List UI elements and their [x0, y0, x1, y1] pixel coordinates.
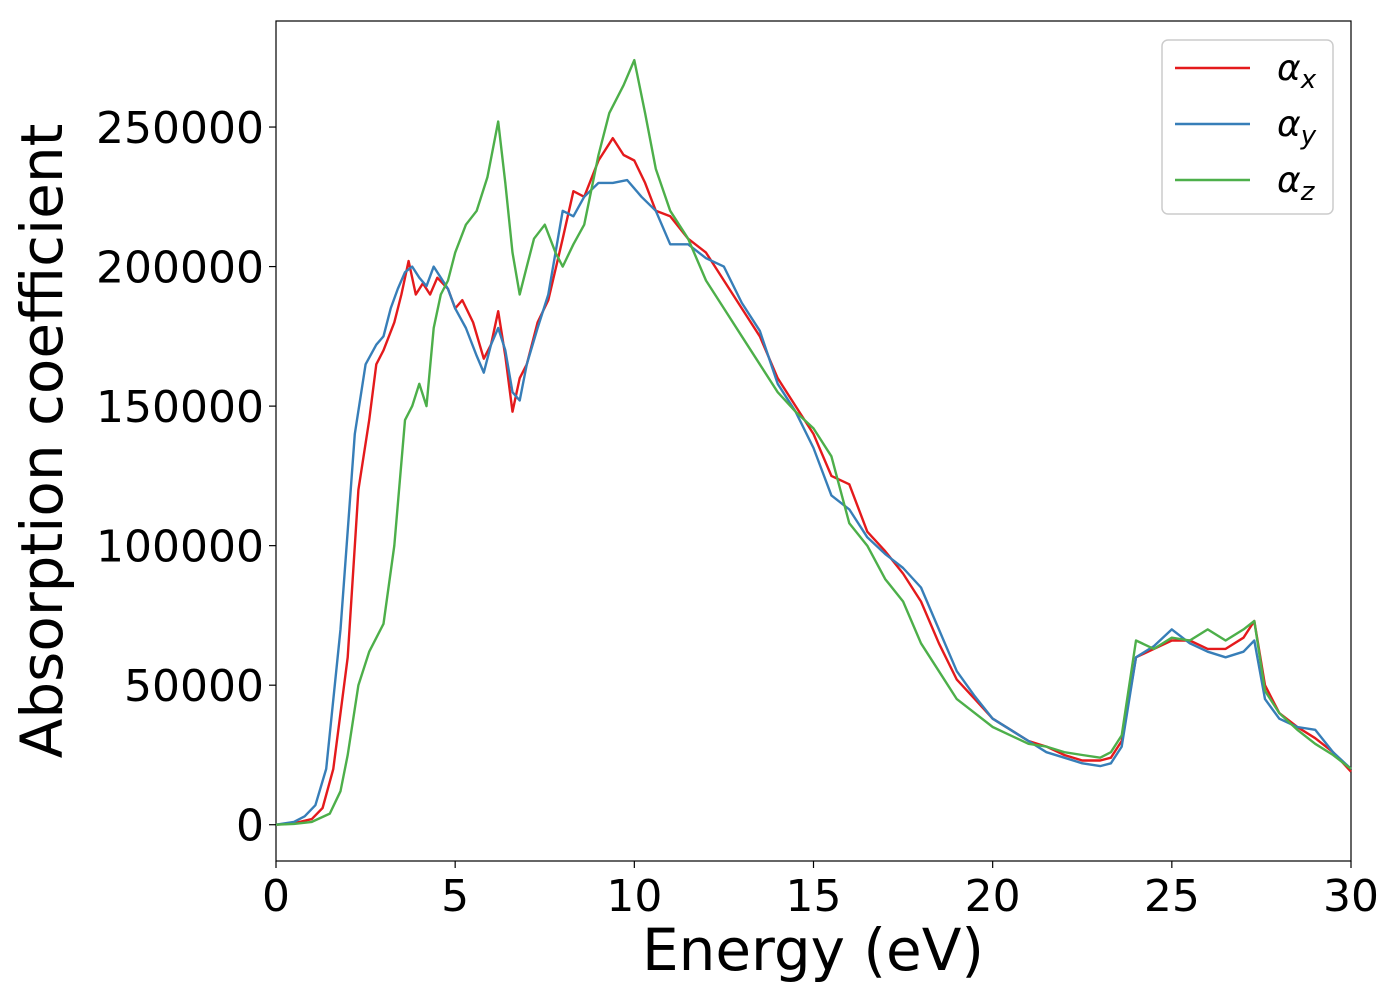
- legend-label-y: αy: [1277, 104, 1317, 151]
- legend-label-main: α: [1277, 160, 1301, 201]
- legend-box: [1161, 39, 1334, 215]
- y-axis-title: Absorption coefficient: [8, 124, 76, 759]
- y-tick-label: 250000: [96, 103, 264, 154]
- series-layer: [275, 58, 1352, 826]
- legend-label-subscript: y: [1300, 121, 1317, 151]
- y-tick-label: 200000: [96, 243, 264, 294]
- y-tick-label: 50000: [124, 661, 264, 712]
- series-line-y: [275, 178, 1352, 826]
- x-axis-ticks: 0 5 10 15 20 25 30: [262, 861, 1379, 922]
- x-tick-label: 30: [1323, 871, 1379, 922]
- legend-label-subscript: z: [1300, 177, 1316, 207]
- legend-label-z: αz: [1277, 160, 1316, 207]
- x-tick-label: 5: [441, 871, 469, 922]
- legend-label-main: α: [1277, 48, 1301, 89]
- x-tick-label: 25: [1144, 871, 1200, 922]
- series-line-z: [275, 58, 1352, 826]
- y-tick-label: 150000: [96, 382, 264, 433]
- x-tick-label: 20: [965, 871, 1021, 922]
- y-tick-label: 0: [236, 801, 264, 852]
- x-tick-label: 15: [786, 871, 842, 922]
- y-axis-ticks: 0 50000 100000 150000 200000 250000: [96, 103, 276, 852]
- x-axis-title: Energy (eV): [642, 916, 984, 984]
- x-tick-label: 10: [606, 871, 662, 922]
- x-tick-label: 0: [262, 871, 290, 922]
- legend-label-main: α: [1277, 104, 1301, 145]
- legend-label-subscript: x: [1300, 65, 1317, 95]
- legend-label-x: αx: [1277, 48, 1317, 95]
- y-tick-label: 100000: [96, 522, 264, 573]
